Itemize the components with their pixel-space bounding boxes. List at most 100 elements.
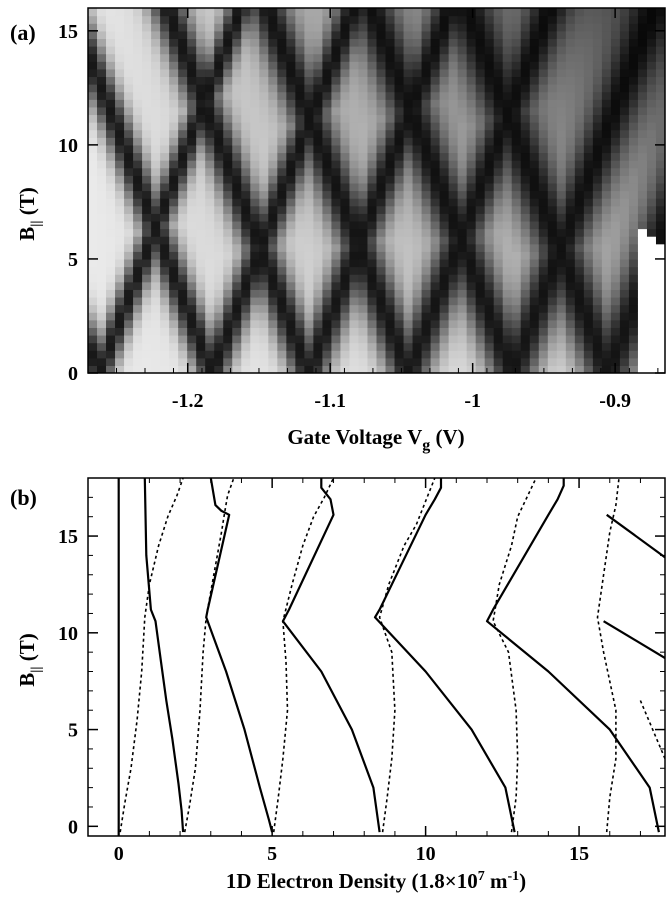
heatmap-cell bbox=[439, 129, 450, 138]
heatmap-cell bbox=[601, 160, 612, 169]
heatmap-cell bbox=[232, 289, 242, 298]
heatmap-cell bbox=[187, 327, 197, 336]
panel-b-background bbox=[88, 478, 665, 836]
heatmap-cell bbox=[601, 53, 612, 62]
heatmap-cell bbox=[205, 38, 215, 47]
heatmap-cell bbox=[160, 281, 170, 290]
heatmap-cell bbox=[412, 53, 423, 62]
heatmap-cell bbox=[430, 281, 441, 290]
heatmap-cell bbox=[403, 68, 414, 78]
heatmap-cell bbox=[538, 258, 549, 268]
heatmap-cell bbox=[466, 198, 477, 207]
heatmap-cell bbox=[169, 182, 179, 192]
heatmap-cell bbox=[421, 152, 432, 161]
heatmap-cell bbox=[142, 198, 152, 207]
heatmap-cell bbox=[349, 342, 360, 351]
heatmap-cell bbox=[547, 319, 558, 328]
heatmap-cell bbox=[133, 46, 143, 55]
heatmap-cell bbox=[367, 76, 378, 85]
heatmap-cell bbox=[196, 30, 206, 40]
heatmap-cell bbox=[106, 38, 116, 47]
heatmap-cell bbox=[178, 334, 188, 344]
heatmap-cell bbox=[133, 38, 143, 47]
heatmap-cell bbox=[367, 281, 378, 290]
heatmap-cell bbox=[493, 122, 504, 131]
heatmap-cell bbox=[448, 342, 459, 351]
heatmap-cell bbox=[493, 190, 504, 199]
heatmap-cell bbox=[259, 8, 269, 17]
heatmap-cell bbox=[178, 23, 188, 32]
heatmap-cell bbox=[187, 114, 197, 123]
heatmap-cell bbox=[502, 274, 513, 283]
heatmap-cell bbox=[97, 30, 107, 40]
heatmap-cell bbox=[205, 228, 215, 237]
heatmap-cell bbox=[502, 91, 513, 100]
heatmap-cell bbox=[565, 190, 576, 199]
heatmap-cell bbox=[295, 38, 305, 47]
heatmap-cell bbox=[97, 175, 107, 184]
heatmap-cell bbox=[394, 137, 405, 146]
heatmap-cell bbox=[574, 182, 585, 192]
heatmap-cell bbox=[124, 198, 134, 207]
heatmap-cell bbox=[223, 289, 233, 298]
heatmap-cell bbox=[295, 327, 305, 336]
heatmap-cell bbox=[124, 114, 134, 123]
heatmap-cell bbox=[142, 342, 152, 351]
heatmap-cell bbox=[484, 296, 495, 306]
heatmap-cell bbox=[376, 281, 387, 290]
heatmap-cell bbox=[115, 350, 125, 359]
heatmap-cell bbox=[250, 190, 260, 199]
heatmap-cell bbox=[601, 61, 612, 70]
heatmap-cell bbox=[322, 46, 333, 55]
heatmap-cell bbox=[502, 342, 513, 351]
heatmap-cell bbox=[286, 334, 296, 344]
heatmap-cell bbox=[259, 152, 269, 161]
heatmap-cell bbox=[655, 76, 665, 85]
heatmap-cell bbox=[583, 357, 594, 366]
heatmap-cell bbox=[628, 357, 639, 366]
heatmap-cell bbox=[457, 99, 468, 108]
heatmap-cell bbox=[115, 289, 125, 298]
heatmap-cell bbox=[313, 129, 324, 138]
heatmap-cell bbox=[610, 342, 621, 351]
heatmap-cell bbox=[583, 167, 594, 176]
heatmap-cell bbox=[88, 319, 98, 328]
heatmap-cell bbox=[430, 258, 441, 268]
heatmap-cell bbox=[97, 228, 107, 237]
heatmap-cell bbox=[178, 289, 188, 298]
heatmap-cell bbox=[286, 160, 296, 169]
heatmap-cell bbox=[601, 327, 612, 336]
heatmap-cell bbox=[169, 281, 179, 290]
heatmap-cell bbox=[601, 190, 612, 199]
heatmap-cell bbox=[169, 198, 179, 207]
heatmap-cell bbox=[214, 327, 224, 336]
heatmap-cell bbox=[205, 53, 215, 62]
heatmap-cell bbox=[610, 236, 621, 245]
heatmap-cell bbox=[484, 53, 495, 62]
heatmap-cell bbox=[547, 30, 558, 40]
heatmap-cell bbox=[655, 304, 665, 313]
heatmap-cell bbox=[151, 190, 161, 199]
heatmap-cell bbox=[367, 220, 378, 230]
heatmap-cell bbox=[205, 114, 215, 123]
heatmap-cell bbox=[322, 68, 333, 78]
heatmap-cell bbox=[367, 327, 378, 336]
heatmap-cell bbox=[133, 53, 143, 62]
heatmap-cell bbox=[484, 61, 495, 70]
heatmap-cell bbox=[583, 350, 594, 359]
heatmap-cell bbox=[502, 122, 513, 131]
heatmap-cell bbox=[250, 38, 260, 47]
heatmap-cell bbox=[457, 350, 468, 359]
heatmap-cell bbox=[439, 327, 450, 336]
heatmap-cell bbox=[475, 84, 486, 93]
heatmap-cell bbox=[268, 61, 278, 70]
heatmap-cell bbox=[367, 198, 378, 207]
heatmap-cell bbox=[655, 365, 665, 373]
heatmap-cell bbox=[538, 220, 549, 230]
heatmap-cell bbox=[385, 228, 396, 237]
heatmap-cell bbox=[583, 46, 594, 55]
heatmap-cell bbox=[538, 91, 549, 100]
heatmap-cell bbox=[520, 213, 531, 222]
heatmap-cell bbox=[628, 129, 639, 138]
heatmap-cell bbox=[610, 61, 621, 70]
